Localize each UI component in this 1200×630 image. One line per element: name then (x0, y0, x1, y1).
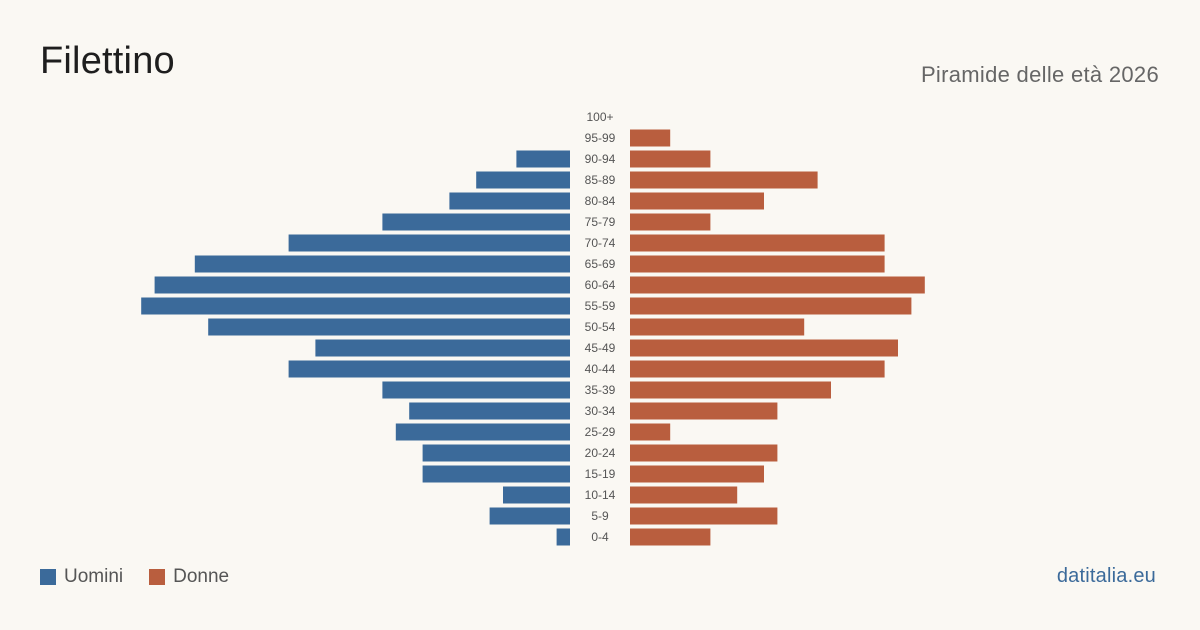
bar-women-20-24 (630, 444, 778, 462)
bar-women-15-19 (630, 465, 764, 483)
age-label-35-39: 35-39 (585, 383, 616, 397)
bar-women-55-59 (630, 297, 912, 315)
age-label-85-89: 85-89 (585, 173, 616, 187)
bar-men-45-49 (315, 339, 570, 357)
age-label-20-24: 20-24 (585, 446, 616, 460)
age-label-80-84: 80-84 (585, 194, 616, 208)
legend-swatch-women (149, 569, 166, 585)
bar-men-15-19 (422, 465, 570, 483)
legend-item-men: Uomini (40, 566, 123, 588)
bar-men-5-9 (489, 507, 570, 525)
page-title: Filettino (40, 40, 175, 82)
age-label-30-34: 30-34 (585, 404, 616, 418)
bar-men-20-24 (422, 444, 570, 462)
bar-men-85-89 (476, 171, 570, 189)
bar-men-10-14 (503, 486, 570, 504)
bar-women-45-49 (630, 339, 898, 357)
age-label-50-54: 50-54 (585, 320, 616, 334)
bar-women-90-94 (630, 150, 711, 168)
bar-men-60-64 (154, 276, 570, 294)
age-label-5-9: 5-9 (591, 509, 609, 523)
age-label-40-44: 40-44 (585, 362, 616, 376)
bar-men-65-69 (194, 255, 571, 273)
bar-women-75-79 (630, 213, 711, 231)
age-label-70-74: 70-74 (585, 236, 616, 250)
age-label-55-59: 55-59 (585, 299, 616, 313)
bar-men-70-74 (288, 234, 570, 252)
bar-men-75-79 (382, 213, 570, 231)
age-label-60-64: 60-64 (585, 278, 616, 292)
bar-women-5-9 (630, 507, 778, 525)
bar-men-0-4 (556, 528, 570, 546)
age-label-100plus: 100+ (586, 110, 613, 124)
bar-men-25-29 (395, 423, 570, 441)
age-label-15-19: 15-19 (585, 467, 616, 481)
bar-men-40-44 (288, 360, 570, 378)
bar-women-35-39 (630, 381, 831, 399)
bar-men-80-84 (449, 192, 570, 210)
bar-women-0-4 (630, 528, 711, 546)
bar-women-30-34 (630, 402, 778, 420)
bar-women-80-84 (630, 192, 764, 210)
bar-men-90-94 (516, 150, 570, 168)
age-label-75-79: 75-79 (585, 215, 616, 229)
chart-legend: Uomini Donne (40, 566, 255, 588)
bar-women-70-74 (630, 234, 885, 252)
bar-women-85-89 (630, 171, 818, 189)
age-label-65-69: 65-69 (585, 257, 616, 271)
bar-women-60-64 (630, 276, 925, 294)
legend-swatch-men (40, 569, 56, 585)
bar-men-55-59 (141, 297, 570, 315)
bar-women-95-99 (630, 129, 671, 147)
bar-women-50-54 (630, 318, 805, 336)
bar-women-40-44 (630, 360, 885, 378)
bar-women-65-69 (630, 255, 885, 273)
bar-women-25-29 (630, 423, 671, 441)
bar-men-50-54 (208, 318, 570, 336)
bar-women-10-14 (630, 486, 738, 504)
bar-men-35-39 (382, 381, 570, 399)
age-label-25-29: 25-29 (585, 425, 616, 439)
age-label-90-94: 90-94 (585, 152, 616, 166)
age-label-10-14: 10-14 (585, 488, 616, 502)
age-label-95-99: 95-99 (585, 131, 616, 145)
legend-item-women: Donne (149, 566, 229, 588)
chart-subtitle: Piramide delle età 2026 (920, 62, 1159, 87)
age-label-45-49: 45-49 (585, 341, 616, 355)
bar-men-30-34 (409, 402, 570, 420)
legend-label-women: Donne (173, 566, 230, 587)
legend-label-men: Uomini (64, 566, 124, 587)
source-link[interactable]: datitalia.eu (1056, 565, 1156, 587)
age-label-0-4: 0-4 (591, 530, 609, 544)
